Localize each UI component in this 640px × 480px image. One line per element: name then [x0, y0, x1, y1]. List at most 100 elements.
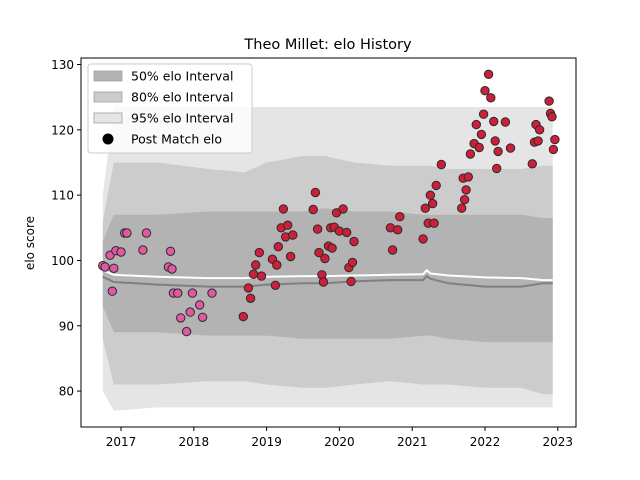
x-tick-label: 2021 [397, 435, 428, 449]
data-point [480, 86, 490, 96]
center-line-1 [102, 268, 553, 282]
legend-swatch [93, 91, 123, 103]
data-point [550, 134, 560, 145]
data-point [489, 116, 499, 127]
data-point [254, 247, 264, 258]
x-tick-label: 2019 [251, 435, 282, 449]
data-point [349, 236, 359, 247]
data-point [195, 300, 205, 310]
data-point [548, 144, 559, 155]
data-point [251, 260, 261, 270]
data-point [463, 172, 473, 182]
data-point [478, 109, 489, 119]
legend-label: 50% elo Interval [131, 69, 233, 84]
data-point [278, 204, 289, 214]
data-point [427, 198, 438, 209]
legend-label: Post Match elo [131, 132, 222, 147]
data-point [346, 276, 356, 287]
x-tick-label: 2018 [179, 435, 210, 449]
data-point [490, 136, 500, 146]
y-axis: 80 90 100 110 120 130 [51, 58, 81, 399]
x-tick-label: 2020 [324, 435, 355, 449]
data-point [459, 195, 470, 205]
y-tick-label: 100 [51, 254, 74, 268]
center-line-2 [102, 274, 553, 288]
y-tick-label: 130 [51, 58, 74, 72]
data-point [256, 271, 267, 281]
y-tick-label: 90 [59, 319, 74, 333]
data-point [314, 247, 324, 258]
legend-swatch [93, 112, 123, 124]
y-tick-label: 110 [51, 189, 74, 203]
legend-box [87, 63, 253, 154]
data-point [138, 245, 148, 255]
data-point [461, 185, 471, 195]
legend-swatch [93, 70, 123, 82]
data-point [486, 93, 496, 103]
data-point [338, 204, 348, 214]
data-point [181, 326, 192, 337]
center-lines [102, 268, 553, 288]
data-point [320, 253, 330, 264]
y-tick-label: 80 [59, 385, 74, 399]
data-point [547, 112, 557, 122]
data-point [436, 159, 446, 170]
data-point [197, 312, 208, 322]
data-point [238, 311, 249, 322]
data-point [347, 257, 358, 268]
legend-label: 80% elo Interval [131, 90, 233, 105]
chart-title: Theo Millet: elo History [243, 37, 412, 53]
data-point [100, 262, 110, 272]
data-point [165, 246, 176, 257]
data-point [505, 143, 516, 153]
data-point [310, 187, 321, 198]
x-tick-label: 2023 [543, 435, 574, 449]
data-point [483, 69, 494, 80]
data-point [176, 313, 186, 323]
data-point [243, 283, 254, 293]
data-point [492, 163, 502, 174]
data-point [418, 234, 428, 244]
data-point [342, 227, 352, 238]
data-point [116, 247, 126, 257]
data-point [425, 190, 436, 200]
data-point [431, 180, 441, 191]
data-point [283, 220, 293, 230]
data-point [167, 264, 177, 274]
data-point [527, 159, 537, 169]
axes-frame [80, 57, 577, 428]
x-tick-label: 2017 [106, 435, 137, 449]
data-point [285, 251, 296, 262]
data-point [207, 288, 217, 298]
data-point [270, 280, 281, 290]
data-point [393, 225, 403, 235]
data-point [457, 203, 467, 213]
data-point [173, 288, 183, 298]
legend: 50% elo Interval 80% elo Interval 95% elo … [87, 63, 253, 154]
x-axis: 2017 2018 2019 2020 2021 2022 2023 [106, 427, 573, 449]
data-point [272, 260, 282, 270]
data-point [288, 230, 298, 240]
data-point [308, 204, 318, 215]
data-point [493, 146, 503, 157]
data-point [141, 228, 152, 238]
data-point [476, 129, 487, 140]
data-point [534, 125, 545, 135]
legend-label: 95% elo Interval [131, 111, 233, 126]
data-point [327, 243, 337, 253]
data-point [185, 307, 195, 317]
data-point [429, 218, 439, 228]
data-point [500, 117, 511, 127]
data-point [318, 277, 329, 287]
legend-marker [102, 133, 114, 145]
data-point [465, 149, 476, 159]
data-point [420, 203, 430, 213]
data-point [273, 242, 283, 252]
y-axis-label: elo score [23, 216, 37, 270]
plot-area [80, 57, 577, 428]
data-point [109, 263, 119, 273]
data-point [471, 119, 481, 130]
y-tick-label: 120 [51, 123, 74, 137]
data-point [395, 212, 405, 222]
